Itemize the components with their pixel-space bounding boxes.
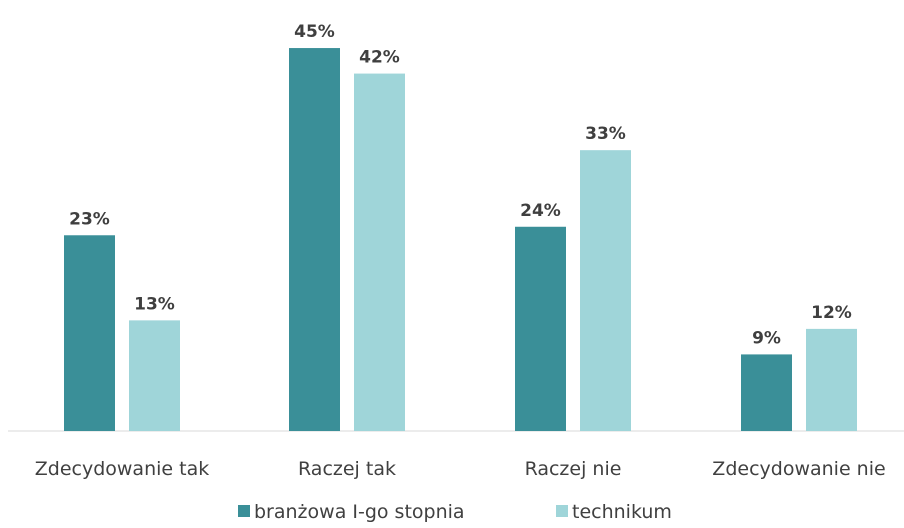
bar-technikum-raczej-tak bbox=[354, 73, 405, 431]
category-label-zdecydowanie-nie: Zdecydowanie nie bbox=[712, 458, 885, 480]
category-label-raczej-tak: Raczej tak bbox=[298, 458, 396, 480]
data-label-branzowa-i-go-stopnia-zdecydowanie-nie: 9% bbox=[752, 328, 781, 348]
data-label-branzowa-i-go-stopnia-zdecydowanie-tak: 23% bbox=[69, 209, 110, 229]
bar-branzowa-i-go-stopnia-zdecydowanie-nie bbox=[741, 354, 792, 431]
bar-branzowa-i-go-stopnia-raczej-nie bbox=[515, 226, 566, 431]
data-label-technikum-raczej-nie: 33% bbox=[585, 124, 626, 144]
category-labels-group: Zdecydowanie tak Raczej tak Raczej nie Zdec… bbox=[35, 458, 886, 480]
bars-group bbox=[64, 48, 857, 432]
data-label-branzowa-i-go-stopnia-raczej-nie: 24% bbox=[520, 201, 561, 221]
data-label-technikum-raczej-tak: 42% bbox=[359, 48, 400, 68]
bar-branzowa-i-go-stopnia-zdecydowanie-tak bbox=[64, 235, 115, 431]
data-label-technikum-zdecydowanie-tak: 13% bbox=[134, 294, 175, 314]
category-label-zdecydowanie-tak: Zdecydowanie tak bbox=[35, 458, 209, 480]
legend: branżowa I-go stopnia technikum bbox=[238, 501, 672, 523]
legend-swatch-branzowa-i-go-stopnia bbox=[238, 505, 250, 517]
category-label-raczej-nie: Raczej nie bbox=[525, 458, 622, 480]
bar-technikum-raczej-nie bbox=[580, 150, 631, 432]
value-labels-group: 23% 13% 45% 42% 24% 33% 9% 12% bbox=[69, 22, 852, 348]
legend-swatch-technikum bbox=[556, 505, 568, 517]
bar-technikum-zdecydowanie-tak bbox=[129, 320, 180, 431]
legend-label-technikum: technikum bbox=[572, 501, 672, 523]
bar-technikum-zdecydowanie-nie bbox=[806, 328, 857, 431]
data-label-technikum-zdecydowanie-nie: 12% bbox=[811, 303, 852, 323]
legend-label-branzowa-i-go-stopnia: branżowa I-go stopnia bbox=[254, 501, 465, 523]
data-label-branzowa-i-go-stopnia-raczej-tak: 45% bbox=[294, 22, 335, 42]
bar-branzowa-i-go-stopnia-raczej-tak bbox=[289, 48, 340, 432]
